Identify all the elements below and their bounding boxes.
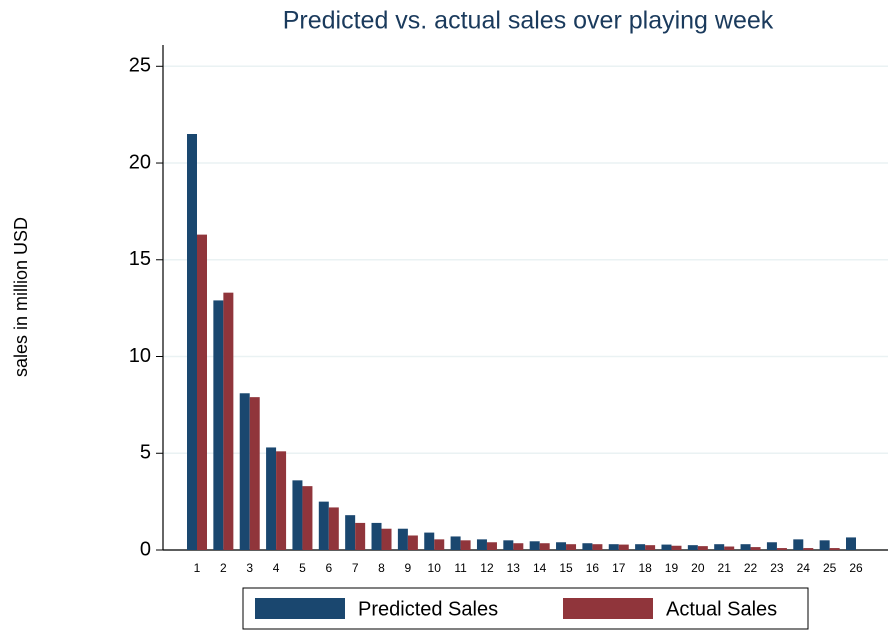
bar [592, 544, 603, 550]
x-tick-label: 21 [718, 561, 732, 575]
bar [582, 543, 593, 550]
x-tick-label: 24 [797, 561, 811, 575]
x-tick-label: 5 [299, 561, 306, 575]
bar [486, 542, 497, 550]
bar [645, 545, 656, 550]
bar [371, 522, 382, 550]
x-tick-label: 20 [691, 561, 705, 575]
bar [635, 544, 646, 550]
bar [671, 545, 682, 550]
x-tick-label: 16 [586, 561, 600, 575]
bar [566, 544, 577, 550]
bar [803, 548, 814, 550]
bar [276, 451, 287, 550]
bar [829, 548, 840, 550]
bar [434, 539, 445, 550]
bar [407, 535, 418, 550]
y-tick-label: 10 [129, 345, 151, 367]
y-tick-label: 25 [129, 55, 151, 77]
bar [740, 544, 751, 550]
x-tick-label: 6 [325, 561, 332, 575]
bar [846, 537, 856, 550]
x-tick-label: 8 [378, 561, 385, 575]
x-tick-label: 25 [823, 561, 837, 575]
x-tick-label: 14 [533, 561, 547, 575]
bar [714, 544, 725, 550]
bar [187, 134, 197, 550]
x-tick-label: 18 [638, 561, 652, 575]
legend-swatch [255, 598, 345, 619]
bar [381, 528, 392, 550]
x-tick-label: 7 [352, 561, 359, 575]
x-tick-label: 2 [220, 561, 227, 575]
bar [266, 447, 277, 550]
bar [556, 542, 567, 550]
bar [697, 546, 708, 550]
bar [450, 536, 461, 550]
x-tick-label: 1 [194, 561, 201, 575]
bar [776, 548, 787, 550]
bar [355, 522, 366, 550]
bar [618, 544, 629, 550]
y-axis-label: sales in million USD [11, 217, 31, 377]
x-tick-label: 19 [665, 561, 679, 575]
x-tick-label: 11 [454, 561, 467, 575]
x-tick-label: 3 [246, 561, 253, 575]
x-tick-label: 13 [507, 561, 521, 575]
bar [819, 540, 830, 550]
x-tick-label: 12 [480, 561, 494, 575]
bar [345, 515, 356, 550]
bar [539, 543, 550, 550]
chart-title: Predicted vs. actual sales over playing … [283, 7, 774, 35]
bar [328, 507, 339, 550]
bar [793, 539, 804, 550]
bar [750, 547, 761, 550]
bar [249, 397, 260, 550]
x-tick-label: 9 [405, 561, 412, 575]
bar [213, 300, 224, 550]
x-tick-label: 23 [770, 561, 784, 575]
x-tick-label: 4 [273, 561, 280, 575]
bar [424, 532, 435, 550]
legend-swatch [563, 598, 653, 619]
x-tick-label: 17 [612, 561, 626, 575]
bar [318, 501, 329, 550]
bar [197, 234, 207, 550]
bar [476, 539, 487, 550]
bar [687, 545, 698, 550]
bar [302, 486, 313, 550]
bar [397, 528, 408, 550]
bar [608, 544, 619, 550]
bar [766, 542, 777, 550]
y-tick-label: 5 [140, 442, 151, 464]
bar [503, 540, 514, 550]
legend-label: Predicted Sales [358, 598, 498, 620]
bar [513, 543, 524, 550]
bar [724, 546, 735, 550]
bar [529, 541, 540, 550]
bar [460, 540, 471, 550]
legend-label: Actual Sales [666, 598, 777, 620]
x-tick-label: 15 [559, 561, 573, 575]
bar [223, 292, 234, 550]
bar [292, 480, 303, 550]
y-tick-label: 20 [129, 151, 151, 173]
bar [239, 393, 250, 550]
x-tick-label: 10 [428, 561, 442, 575]
y-tick-label: 0 [140, 538, 151, 560]
x-tick-label: 26 [849, 561, 863, 575]
x-tick-label: 22 [744, 561, 758, 575]
bar [661, 544, 672, 550]
y-tick-label: 15 [129, 248, 151, 270]
